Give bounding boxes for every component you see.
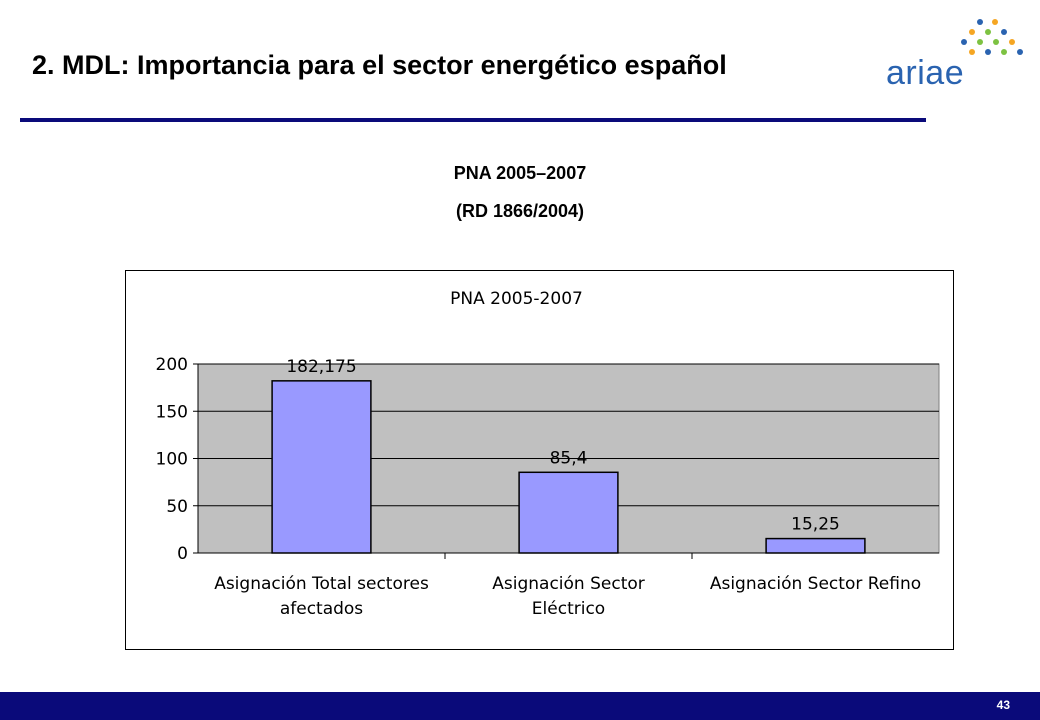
y-tick-label: 0 [177,544,188,564]
x-category-label: Eléctrico [532,599,605,619]
y-tick-label: 200 [156,355,188,375]
footer-bar: 43 [0,692,1040,720]
bar-2 [518,471,619,554]
x-category-label: Asignación Sector Refino [710,574,921,594]
x-category-label: Asignación Sector [492,574,645,594]
subtitle-line-1: PNA 2005–2007 [453,163,587,183]
title-divider [20,118,926,122]
page-number: 43 [996,698,1010,712]
chart-title: PNA 2005-2007 [450,289,583,309]
bar-chart: PNA 2005-2007 0 50 100 150 200 182,175 Asignaci… [156,289,940,619]
subtitle-line-2: (RD 1866/2004) [455,201,585,221]
bar-3 [765,537,866,554]
data-label-2: 85,4 [550,448,588,468]
slide-title: 2. MDL: Importancia para el sector energ… [32,50,727,80]
data-label-3: 15,25 [791,515,840,535]
y-tick-label: 100 [156,450,188,470]
y-tick-label: 150 [156,402,188,422]
data-label-1: 182,175 [286,357,356,377]
chart-frame: PNA 2005-2007 0 50 100 150 200 182,175 Asignaci… [125,270,954,650]
x-category-label: Asignación Total sectores [214,574,429,594]
y-tick-label: 50 [166,497,188,517]
x-category-label: afectados [280,599,363,619]
logo-dots-icon [961,19,1023,55]
ariae-logo: ariae [880,14,1030,94]
logo-text: ariae [886,54,965,92]
bar-1 [271,380,372,554]
